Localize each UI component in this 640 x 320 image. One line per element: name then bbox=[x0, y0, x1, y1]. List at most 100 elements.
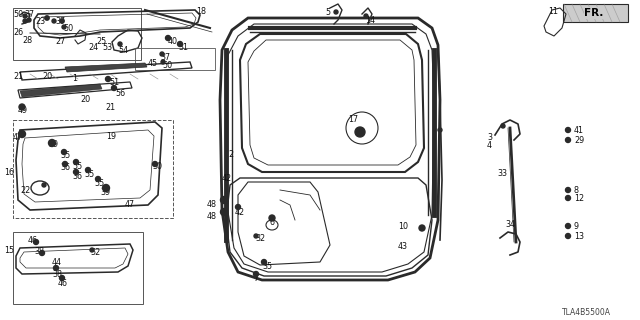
Circle shape bbox=[63, 162, 67, 166]
Circle shape bbox=[501, 124, 505, 128]
Text: 38: 38 bbox=[52, 270, 62, 279]
Text: 12: 12 bbox=[574, 194, 584, 203]
Text: 50: 50 bbox=[13, 10, 23, 19]
Circle shape bbox=[95, 177, 100, 181]
Circle shape bbox=[49, 140, 56, 147]
Bar bbox=[13, 120, 173, 218]
Circle shape bbox=[364, 14, 368, 18]
Circle shape bbox=[262, 260, 266, 265]
Circle shape bbox=[86, 167, 90, 172]
Text: 9: 9 bbox=[574, 222, 579, 231]
Circle shape bbox=[334, 10, 338, 14]
Circle shape bbox=[19, 131, 26, 138]
Text: 18: 18 bbox=[196, 7, 206, 16]
Circle shape bbox=[221, 196, 227, 204]
Circle shape bbox=[111, 85, 116, 91]
Text: 42: 42 bbox=[222, 174, 232, 183]
Text: 11: 11 bbox=[548, 7, 558, 16]
Text: 33: 33 bbox=[497, 169, 507, 178]
Text: 40: 40 bbox=[168, 37, 178, 46]
Text: 26: 26 bbox=[13, 28, 23, 37]
Text: 14: 14 bbox=[365, 16, 375, 25]
Circle shape bbox=[52, 19, 56, 23]
Text: TLA4B5500A: TLA4B5500A bbox=[562, 308, 611, 317]
Text: 19: 19 bbox=[106, 132, 116, 141]
Circle shape bbox=[566, 196, 570, 201]
Circle shape bbox=[102, 185, 109, 191]
Circle shape bbox=[566, 223, 570, 228]
Circle shape bbox=[19, 104, 25, 110]
Circle shape bbox=[74, 159, 79, 164]
Text: 20: 20 bbox=[80, 95, 90, 104]
Text: 21: 21 bbox=[105, 103, 115, 112]
Polygon shape bbox=[20, 84, 102, 97]
Text: 10: 10 bbox=[398, 222, 408, 231]
Circle shape bbox=[23, 19, 27, 23]
Circle shape bbox=[90, 248, 94, 252]
Text: 7: 7 bbox=[253, 274, 258, 283]
Text: 27: 27 bbox=[55, 37, 65, 46]
Circle shape bbox=[33, 239, 38, 244]
Circle shape bbox=[221, 209, 227, 215]
Text: 6: 6 bbox=[270, 218, 275, 227]
Text: 46: 46 bbox=[28, 236, 38, 245]
Circle shape bbox=[60, 276, 65, 281]
Circle shape bbox=[166, 36, 170, 41]
Text: 39: 39 bbox=[48, 140, 58, 149]
Text: 37: 37 bbox=[24, 10, 34, 19]
Text: 48: 48 bbox=[207, 200, 217, 209]
Text: FR.: FR. bbox=[584, 8, 604, 18]
Text: 49: 49 bbox=[18, 106, 28, 115]
Text: 45: 45 bbox=[148, 59, 158, 68]
Bar bbox=[13, 232, 143, 304]
Text: 28: 28 bbox=[22, 36, 32, 45]
Circle shape bbox=[566, 138, 570, 142]
Text: 54: 54 bbox=[118, 46, 128, 55]
Text: 38: 38 bbox=[34, 247, 44, 256]
Text: 52: 52 bbox=[90, 248, 100, 257]
Circle shape bbox=[118, 42, 122, 46]
Circle shape bbox=[54, 266, 58, 270]
Circle shape bbox=[62, 25, 66, 29]
Text: 44: 44 bbox=[52, 258, 62, 267]
Circle shape bbox=[27, 18, 31, 22]
Text: 35: 35 bbox=[262, 262, 272, 271]
Text: 25: 25 bbox=[96, 37, 106, 46]
Text: 15: 15 bbox=[4, 246, 14, 255]
Text: 31: 31 bbox=[178, 43, 188, 52]
Text: 51: 51 bbox=[109, 78, 119, 87]
Circle shape bbox=[106, 76, 111, 82]
Text: 37: 37 bbox=[160, 53, 170, 62]
Text: 56: 56 bbox=[115, 89, 125, 98]
Circle shape bbox=[45, 16, 49, 20]
Circle shape bbox=[160, 52, 164, 56]
Circle shape bbox=[236, 204, 241, 210]
Circle shape bbox=[355, 127, 365, 137]
Text: 53: 53 bbox=[102, 43, 112, 52]
Text: 55: 55 bbox=[72, 162, 83, 171]
Circle shape bbox=[61, 149, 67, 155]
Text: 36: 36 bbox=[60, 163, 70, 172]
Text: 22: 22 bbox=[20, 186, 30, 195]
Text: 23: 23 bbox=[35, 17, 45, 26]
Circle shape bbox=[253, 271, 259, 276]
Circle shape bbox=[161, 60, 165, 64]
Circle shape bbox=[419, 225, 425, 231]
Text: 29: 29 bbox=[574, 136, 584, 145]
Text: 55: 55 bbox=[84, 170, 94, 179]
Circle shape bbox=[254, 234, 258, 238]
Text: 21: 21 bbox=[13, 72, 23, 81]
Bar bbox=[563, 4, 628, 22]
Circle shape bbox=[438, 128, 442, 132]
Text: 5: 5 bbox=[325, 8, 330, 17]
Text: 47: 47 bbox=[13, 133, 23, 142]
Text: 39: 39 bbox=[100, 188, 110, 197]
Text: 8: 8 bbox=[574, 186, 579, 195]
Text: 13: 13 bbox=[574, 232, 584, 241]
Text: 3: 3 bbox=[487, 133, 492, 142]
Text: 34: 34 bbox=[505, 220, 515, 229]
Text: 46: 46 bbox=[58, 279, 68, 288]
Circle shape bbox=[60, 19, 64, 23]
Circle shape bbox=[74, 170, 79, 174]
Text: 48: 48 bbox=[207, 212, 217, 221]
